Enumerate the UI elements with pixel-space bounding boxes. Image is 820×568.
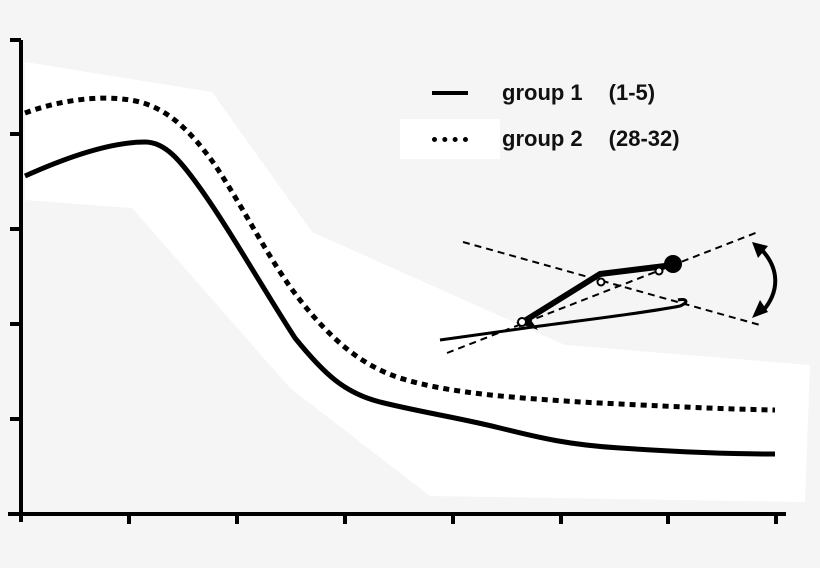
chart-legend: group 1 (1-5) group 2 (28-32) bbox=[400, 70, 680, 162]
legend-label: group 1 bbox=[502, 80, 583, 105]
limb-angle-diagram-icon bbox=[439, 231, 778, 354]
series-group-2-line bbox=[24, 95, 776, 413]
y-axis bbox=[10, 38, 23, 522]
series-group-1-line bbox=[23, 139, 776, 457]
solid-line-swatch-icon bbox=[400, 73, 500, 113]
x-axis bbox=[8, 512, 786, 524]
legend-range: (1-5) bbox=[608, 80, 656, 105]
legend-range: (28-32) bbox=[608, 126, 680, 151]
range-band bbox=[25, 62, 810, 502]
angle-arrow-icon bbox=[758, 246, 778, 314]
legend-item-group-1: group 1 (1-5) bbox=[400, 70, 680, 116]
dotted-line-swatch-icon bbox=[400, 119, 500, 159]
legend-label: group 2 bbox=[502, 126, 583, 151]
legend-item-group-2: group 2 (28-32) bbox=[400, 116, 680, 162]
